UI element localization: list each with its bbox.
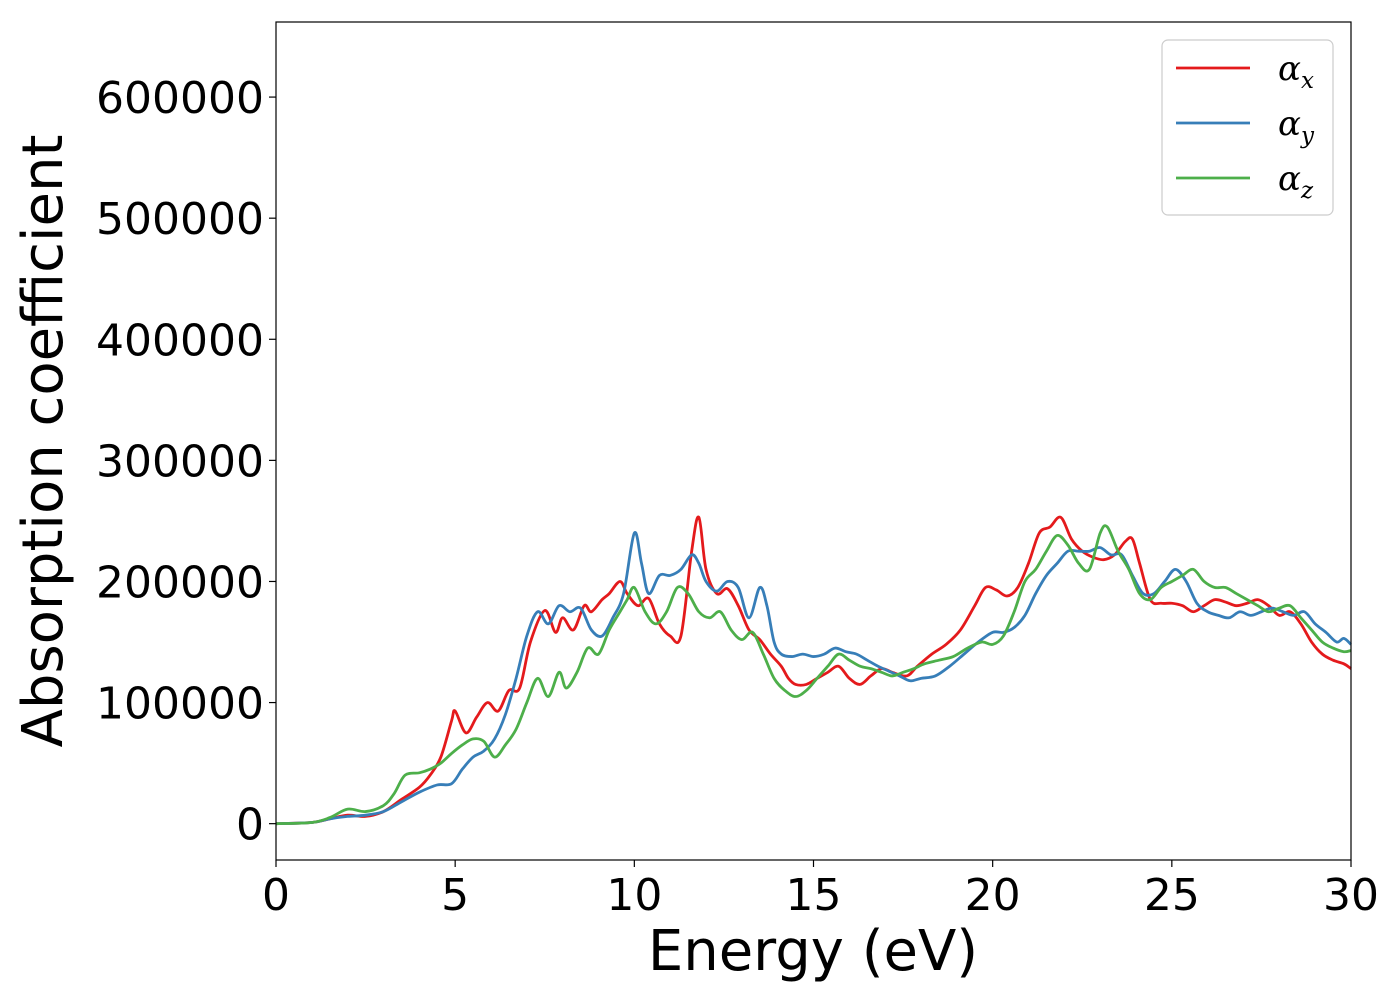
legend-subscript: z	[1300, 178, 1314, 204]
legend-symbol: α	[1278, 104, 1301, 144]
y-axis-title: Absorption coefficient	[11, 135, 76, 748]
legend-label-z: αz	[1278, 159, 1314, 204]
legend-subscript: x	[1301, 68, 1314, 94]
x-axis-title: Energy (eV)	[648, 919, 978, 984]
legend-symbol: α	[1278, 49, 1301, 89]
y-tick-label: 300000	[96, 436, 264, 487]
x-tick-label: 15	[786, 870, 842, 921]
x-tick-label: 10	[606, 870, 662, 921]
y-tick-label: 500000	[96, 194, 264, 245]
x-tick-label: 20	[965, 870, 1021, 921]
series-line-z	[275, 524, 1352, 826]
x-tick-label: 30	[1323, 870, 1379, 921]
legend-subscript: y	[1300, 123, 1315, 149]
legend-label-x: αx	[1278, 49, 1314, 94]
x-tick-label: 0	[262, 870, 290, 921]
y-tick-label: 100000	[96, 679, 264, 730]
y-tick-label: 600000	[96, 73, 264, 124]
series-layer	[275, 515, 1352, 826]
y-tick-label: 400000	[96, 315, 264, 366]
legend-label-y: αy	[1278, 104, 1315, 149]
y-tick-label: 200000	[96, 557, 264, 608]
y-axis: 0 100000 200000 300000 400000 500000 600000	[96, 73, 276, 851]
x-axis: 0 5 10 15 20 25 30	[262, 860, 1379, 921]
legend-symbol: α	[1278, 159, 1301, 199]
x-tick-label: 25	[1144, 870, 1200, 921]
series-line-x	[275, 515, 1352, 826]
legend-box	[1161, 39, 1334, 216]
series-line-y	[275, 531, 1352, 826]
y-tick-label: 0	[236, 800, 264, 851]
x-tick-label: 5	[441, 870, 469, 921]
